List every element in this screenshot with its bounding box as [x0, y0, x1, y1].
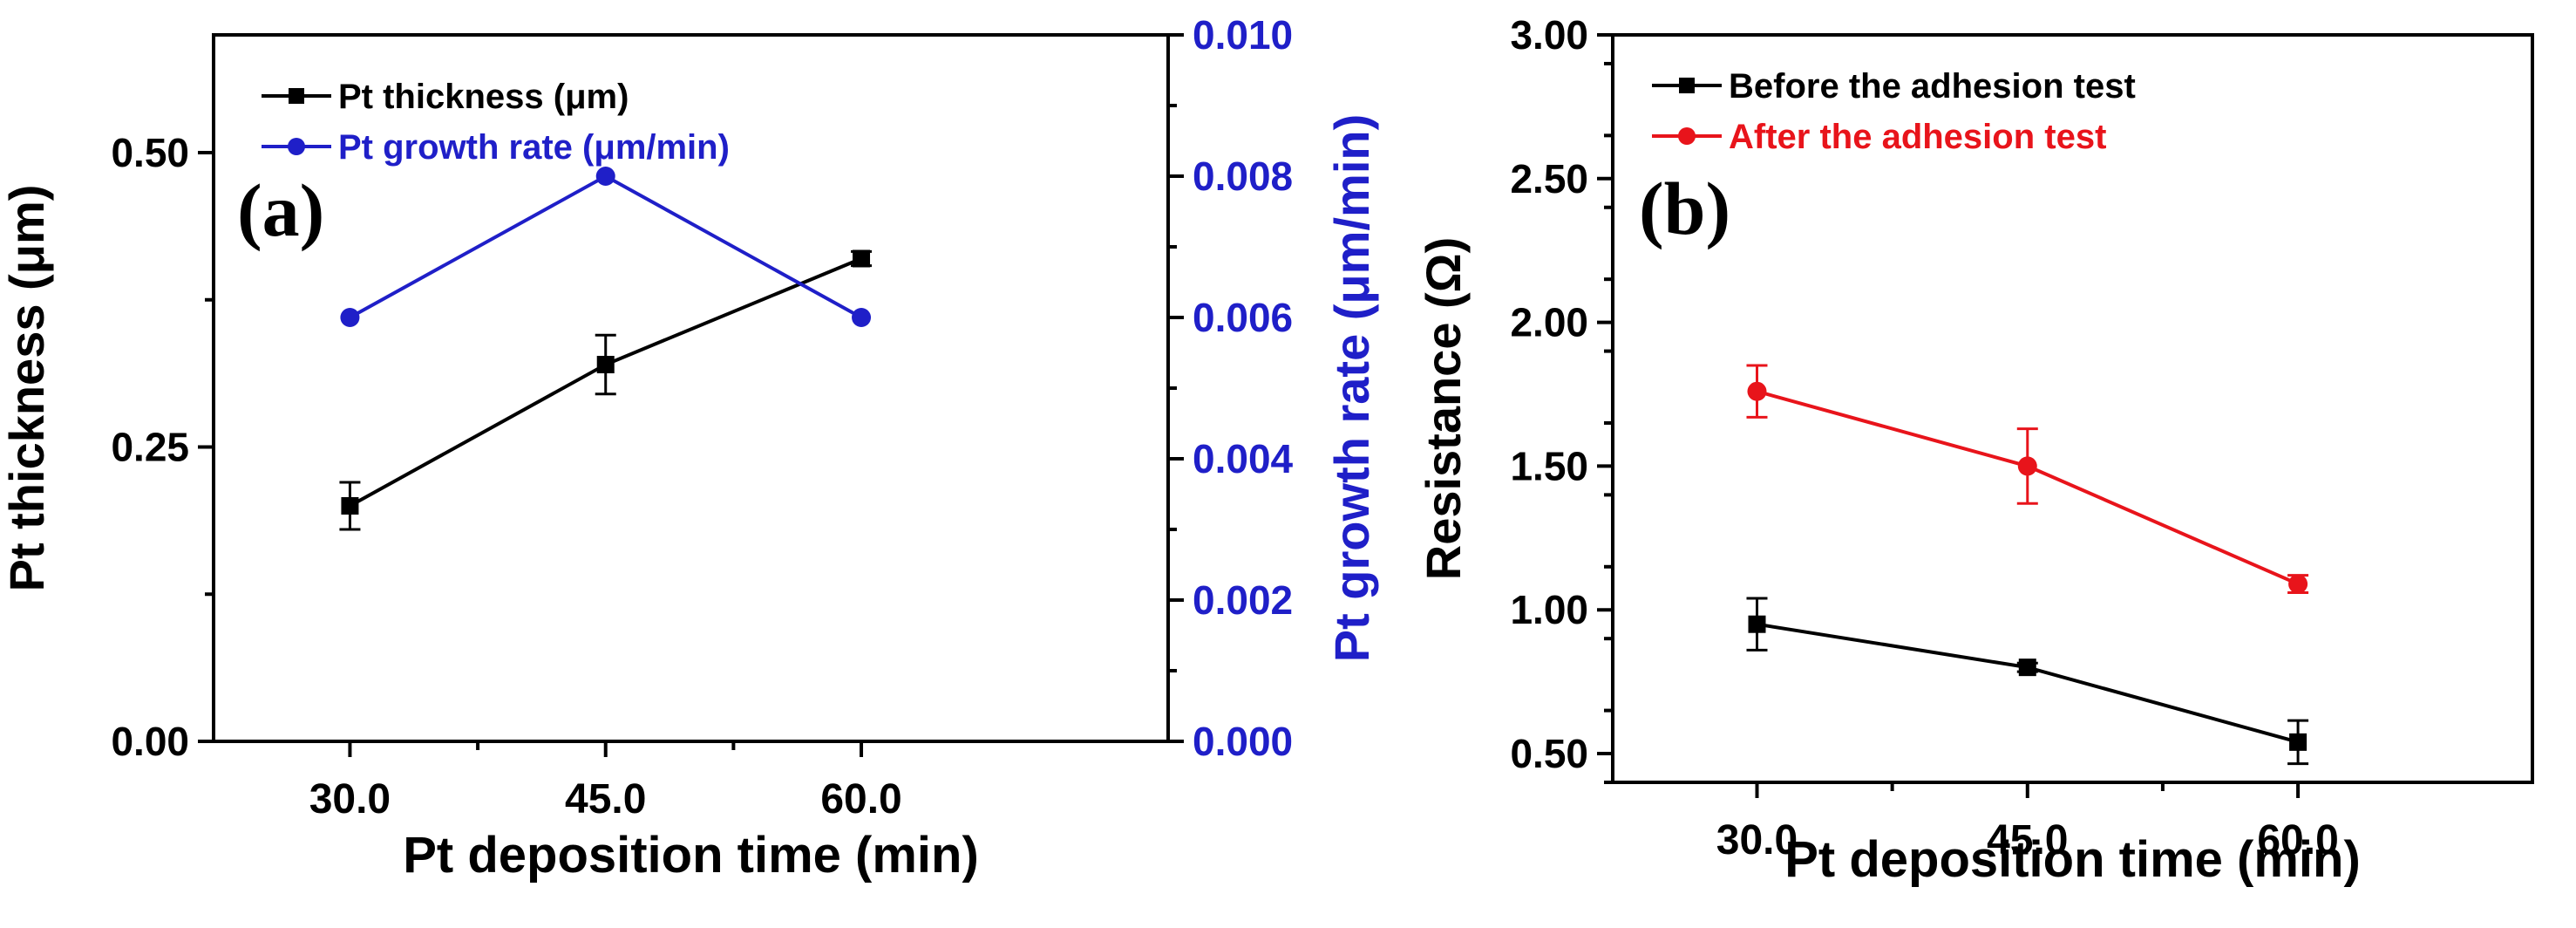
- legend-label: Pt thickness (μm): [338, 78, 629, 116]
- series-line: [1757, 622, 2299, 744]
- x-tick-label: 30.0: [309, 776, 391, 822]
- legend-marker: [1678, 127, 1696, 145]
- y-tick-label: 0.50: [1510, 731, 1588, 776]
- x-tick-label: 60.0: [820, 776, 901, 822]
- y2-tick-label: 0.000: [1193, 719, 1293, 764]
- y-tick-label: 3.00: [1510, 12, 1588, 58]
- legend-marker: [289, 88, 304, 104]
- legend-marker: [288, 138, 305, 155]
- x-axis-label: Pt deposition time (min): [403, 827, 979, 884]
- legend-marker: [1679, 78, 1695, 93]
- y2-tick-label: 0.010: [1193, 12, 1293, 58]
- y-axis-label: Resistance (Ω): [1416, 237, 1471, 580]
- legend-label: After the adhesion test: [1729, 118, 2106, 156]
- y2-tick-label: 0.008: [1193, 154, 1293, 199]
- data-point: [2018, 658, 2036, 677]
- y2-axis-label: Pt growth rate (μm/min): [1324, 114, 1379, 663]
- y-tick-label: 0.25: [111, 425, 189, 470]
- y-tick-label: 0.00: [111, 719, 189, 764]
- data-point: [852, 308, 872, 327]
- plot-frame: [1611, 33, 2534, 784]
- legend-label: Pt growth rate (μm/min): [338, 128, 730, 167]
- x-tick-label: 45.0: [1987, 817, 2068, 863]
- y-axis-label: Pt thickness (μm): [0, 185, 54, 592]
- data-point: [340, 308, 360, 327]
- data-point: [2288, 574, 2308, 594]
- x-axis-label: Pt deposition time (min): [1784, 831, 2361, 888]
- chart-panel-b: 30.0 45.0 60.0 0.50 1.00 1.50 2.00 2.50 3.00 Pt d…: [1416, 12, 2534, 888]
- y-tick-label: 0.50: [111, 130, 189, 175]
- y-tick-label: 1.00: [1510, 587, 1588, 632]
- x-tick-label: 30.0: [1716, 817, 1798, 863]
- data-point: [1748, 615, 1766, 633]
- panel-label: (b): [1639, 167, 1730, 250]
- data-point: [596, 356, 615, 373]
- y2-tick-label: 0.006: [1193, 295, 1293, 340]
- y-tick-label: 2.00: [1510, 300, 1588, 345]
- panel-label: (a): [237, 168, 324, 252]
- chart-panel-a: 30.0 45.0 60.0 0.00 0.25 0.50 0.000 0.002 0.004 0…: [0, 12, 1379, 884]
- y-tick-label: 2.50: [1510, 156, 1588, 201]
- data-point: [341, 497, 359, 515]
- data-point: [1747, 381, 1767, 401]
- x-tick-label: 60.0: [2257, 817, 2338, 863]
- x-tick-label: 45.0: [565, 776, 646, 822]
- data-point: [2289, 733, 2308, 751]
- y-tick-label: 1.50: [1510, 443, 1588, 488]
- data-point: [2017, 456, 2037, 476]
- series-line: [349, 174, 863, 319]
- y2-tick-label: 0.002: [1193, 577, 1293, 623]
- y2-tick-label: 0.004: [1193, 436, 1294, 481]
- data-point: [853, 249, 871, 268]
- legend-label: Before the adhesion test: [1729, 67, 2136, 106]
- data-point: [595, 167, 615, 186]
